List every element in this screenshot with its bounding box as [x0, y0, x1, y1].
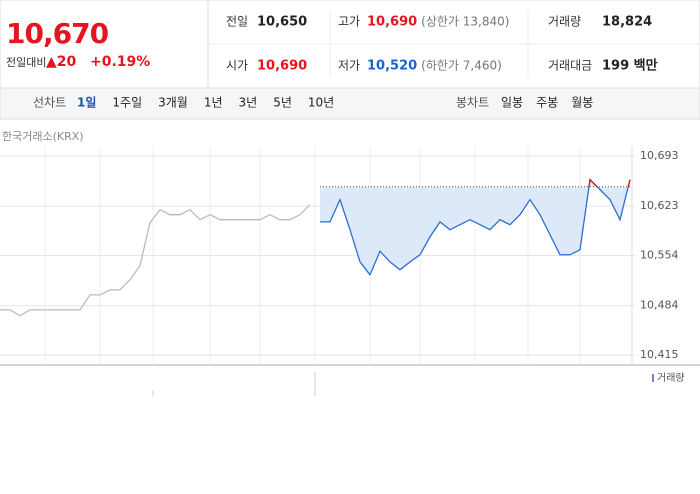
line — [0, 204, 311, 317]
tab[interactable]: 3년 — [239, 96, 258, 110]
item-label: 시가 — [226, 59, 248, 73]
item-note: (하한가 7,460) — [421, 59, 502, 73]
y-tick-label: 10,693 — [640, 149, 679, 162]
legend-label: 거래량 — [657, 372, 685, 384]
item-label: 저가 — [338, 59, 360, 73]
item-value: 10,650 — [257, 15, 307, 30]
tab-group-label: 봉차트 — [456, 96, 489, 110]
item-value: 10,520 — [367, 59, 417, 74]
item-note: (상한가 13,840) — [421, 15, 509, 29]
item-label: 거래대금 — [548, 59, 592, 73]
tab[interactable]: 1년 — [204, 96, 223, 110]
y-tick-label: 10,554 — [640, 249, 679, 262]
item-value: 199 백만 — [602, 58, 658, 74]
line — [320, 178, 631, 277]
change: ▲20 — [46, 54, 77, 70]
item-label: 전일 — [226, 15, 248, 29]
change-rate: +0.19% — [90, 54, 150, 70]
y-tick-label: 10,623 — [640, 199, 679, 212]
change-label: 전일대비 — [6, 55, 46, 69]
tab[interactable]: 1주일 — [112, 96, 142, 110]
tab[interactable]: 1일 — [77, 96, 96, 110]
tab[interactable]: 일봉 — [501, 96, 523, 110]
tab[interactable]: 월봉 — [571, 96, 593, 110]
tab[interactable]: 5년 — [273, 96, 292, 110]
tab[interactable]: 3개월 — [158, 96, 188, 110]
legend-swatch — [652, 374, 654, 382]
item-label: 거래량 — [548, 15, 581, 29]
item-label: 고가 — [338, 15, 360, 29]
y-tick-label: 10,415 — [640, 348, 679, 361]
tab-group-label: 선차트 — [33, 96, 66, 110]
area — [320, 179, 630, 275]
y-tick-label: 10,484 — [640, 299, 679, 312]
source: 한국거래소(KRX) — [2, 130, 84, 143]
tab-bar — [0, 87, 700, 120]
item-value: 10,690 — [367, 15, 417, 30]
item-value: 18,824 — [602, 15, 652, 30]
price: 10,670 — [6, 17, 109, 50]
tab[interactable]: 주봉 — [536, 96, 558, 110]
tab[interactable]: 10년 — [308, 96, 334, 110]
item-value: 10,690 — [257, 59, 307, 74]
